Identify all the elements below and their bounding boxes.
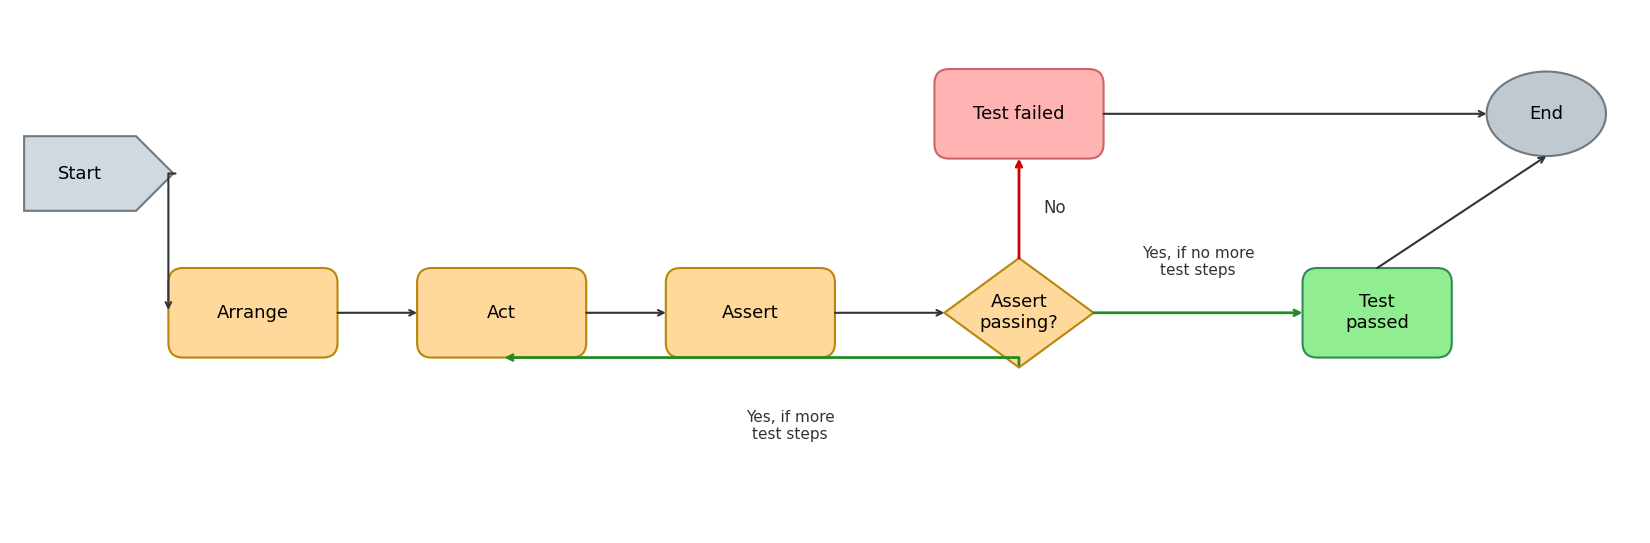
Polygon shape	[25, 136, 173, 211]
Text: Test
passed: Test passed	[1345, 293, 1409, 332]
Text: Assert
passing?: Assert passing?	[980, 293, 1058, 332]
Text: Start: Start	[58, 165, 102, 182]
FancyBboxPatch shape	[417, 268, 586, 357]
Text: Arrange: Arrange	[216, 304, 289, 322]
FancyBboxPatch shape	[667, 268, 835, 357]
Text: Act: Act	[487, 304, 516, 322]
FancyBboxPatch shape	[168, 268, 338, 357]
Text: Assert: Assert	[723, 304, 779, 322]
Polygon shape	[944, 258, 1094, 368]
Text: Yes, if more
test steps: Yes, if more test steps	[746, 410, 835, 442]
Text: End: End	[1530, 105, 1563, 123]
FancyBboxPatch shape	[934, 69, 1104, 159]
Text: Yes, if no more
test steps: Yes, if no more test steps	[1142, 245, 1254, 278]
FancyBboxPatch shape	[1302, 268, 1452, 357]
Ellipse shape	[1487, 72, 1605, 156]
Text: Test failed: Test failed	[974, 105, 1064, 123]
Text: No: No	[1044, 199, 1066, 217]
